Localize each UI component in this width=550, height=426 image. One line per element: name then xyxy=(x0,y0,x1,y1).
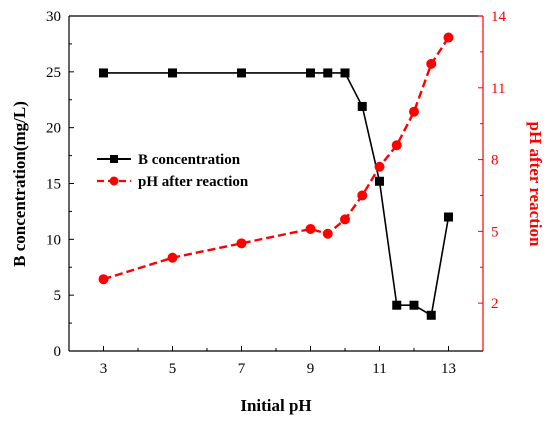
data-point-b-concentration xyxy=(323,68,333,78)
data-point-b-concentration xyxy=(444,212,453,222)
data-point-ph-after-reaction xyxy=(305,223,316,234)
y-axis-label: B concentration(mg/L) xyxy=(10,101,29,267)
bottom-tick-label: 11 xyxy=(372,361,386,377)
right-tick-label: 14 xyxy=(491,9,507,25)
left-tick-label: 25 xyxy=(46,65,61,81)
data-point-ph-after-reaction xyxy=(236,238,247,249)
data-point-ph-after-reaction xyxy=(391,140,402,151)
data-point-ph-after-reaction xyxy=(357,190,368,201)
series-layer xyxy=(98,32,454,320)
legend-marker-ph-after-reaction xyxy=(109,176,119,186)
bottom-tick-label: 3 xyxy=(100,361,108,377)
series-ph-after-reaction xyxy=(98,32,454,285)
left-tick-label: 0 xyxy=(54,344,62,360)
data-point-ph-after-reaction xyxy=(340,214,350,225)
data-point-b-concentration xyxy=(99,68,108,78)
right-tick-label: 5 xyxy=(491,224,499,240)
data-point-ph-after-reaction xyxy=(374,161,385,172)
left-tick-label: 20 xyxy=(46,121,61,137)
series-line-ph-after-reaction xyxy=(103,36,450,281)
left-tick-label: 15 xyxy=(46,177,61,193)
data-point-b-concentration xyxy=(357,101,367,111)
data-point-ph-after-reaction xyxy=(98,274,109,285)
bottom-tick-label: 7 xyxy=(238,361,246,377)
bottom-tick-label: 13 xyxy=(441,361,456,377)
x-axis-label: Initial pH xyxy=(240,396,311,415)
left-tick-label: 10 xyxy=(46,232,61,248)
data-point-b-concentration xyxy=(375,176,384,186)
series-b-concentration xyxy=(99,68,453,320)
legend-label-b-concentration: B concentration xyxy=(138,152,241,168)
data-point-ph-after-reaction xyxy=(322,228,333,239)
data-point-ph-after-reaction xyxy=(409,106,419,117)
data-point-b-concentration xyxy=(168,68,177,78)
data-point-b-concentration xyxy=(409,300,419,310)
left-tick-label: 30 xyxy=(46,9,61,25)
legend: B concentration pH after reaction xyxy=(97,152,249,190)
legend-label-ph-after-reaction: pH after reaction xyxy=(138,174,249,190)
right-tick-label: 11 xyxy=(491,81,505,97)
bottom-tick-label: 5 xyxy=(169,361,177,377)
data-point-ph-after-reaction xyxy=(443,32,454,43)
data-point-b-concentration xyxy=(340,68,350,78)
bottom-axis-ticks: 3 5 7 9 11 13 xyxy=(100,346,456,377)
left-tick-label: 5 xyxy=(54,288,62,304)
data-point-b-concentration xyxy=(237,68,246,78)
right-axis-ticks: 2 5 8 11 14 xyxy=(478,9,507,312)
data-point-b-concentration xyxy=(426,310,436,320)
data-point-ph-after-reaction xyxy=(167,252,178,263)
bottom-tick-label: 9 xyxy=(307,361,315,377)
data-point-ph-after-reaction xyxy=(426,58,437,69)
y2-axis-label: pH after reaction xyxy=(526,122,545,247)
right-tick-label: 8 xyxy=(491,153,499,169)
right-tick-label: 2 xyxy=(491,296,499,312)
legend-marker-b-concentration xyxy=(110,155,118,163)
axes-frame xyxy=(68,15,484,352)
series-line-b-concentration xyxy=(103,72,450,317)
left-axis-ticks: 0 5 10 15 20 25 30 xyxy=(46,9,74,360)
data-point-b-concentration xyxy=(392,300,402,310)
data-point-b-concentration xyxy=(306,68,315,78)
